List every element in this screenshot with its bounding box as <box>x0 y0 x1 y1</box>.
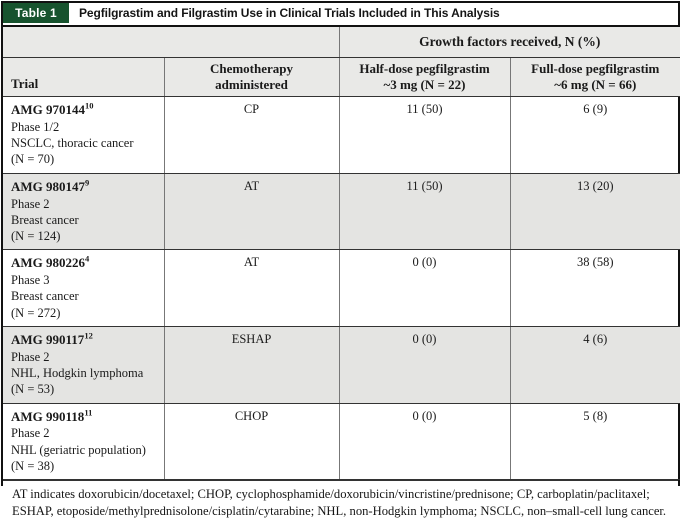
full-dose-cell: 13 (20) <box>509 172 681 251</box>
trial-cell: AMG 99011811 Phase 2 NHL (geriatric popu… <box>3 402 165 481</box>
column-header-half-dose: Half-dose pegfilgrastim ~3 mg (N = 22) <box>338 56 511 97</box>
table-row: AMG 99011712 Phase 2 NHL, Hodgkin lympho… <box>3 325 681 404</box>
table-title-bar: Table 1 Pegfilgrastim and Filgrastim Use… <box>3 3 678 27</box>
chemotherapy-cell: ESHAP <box>163 325 340 404</box>
chemotherapy-cell: CP <box>163 96 340 174</box>
full-dose-cell: 5 (8) <box>509 402 681 481</box>
trial-cell: AMG 99011712 Phase 2 NHL, Hodgkin lympho… <box>3 325 165 404</box>
half-dose-cell: 11 (50) <box>338 172 511 251</box>
trial-description: Phase 2 NHL (geriatric population) (N = … <box>11 426 146 473</box>
chemotherapy-cell: AT <box>163 249 340 327</box>
trial-description: Phase 1/2 NSCLC, thoracic cancer (N = 70… <box>11 119 134 167</box>
trial-name: AMG 9801479 <box>11 177 90 194</box>
half-dose-cell: 0 (0) <box>338 325 511 404</box>
group-header-growth-factors: Growth factors received, N (%) <box>338 27 681 58</box>
full-dose-cell: 4 (6) <box>509 325 681 404</box>
trial-cell: AMG 9802264 Phase 3 Breast cancer (N = 2… <box>3 249 165 327</box>
trial-description: Phase 2 NHL, Hodgkin lymphoma (N = 53) <box>11 349 144 397</box>
trial-name: AMG 9802264 <box>11 253 90 271</box>
table-row: AMG 97014410 Phase 1/2 NSCLC, thoracic c… <box>3 96 681 174</box>
reference-superscript: 11 <box>84 407 93 418</box>
full-dose-cell: 6 (9) <box>509 96 681 174</box>
trial-description: Phase 2 Breast cancer (N = 124) <box>11 196 79 244</box>
reference-superscript: 4 <box>85 253 90 264</box>
trial-name: AMG 97014410 <box>11 100 94 117</box>
chemotherapy-cell: AT <box>163 172 340 251</box>
table-title: Pegfilgrastim and Filgrastim Use in Clin… <box>79 6 500 20</box>
table-number-badge: Table 1 <box>3 3 69 23</box>
reference-superscript: 10 <box>85 100 94 111</box>
reference-superscript: 9 <box>85 177 90 188</box>
header-spacer-cell <box>3 27 340 58</box>
trial-cell: AMG 97014410 Phase 1/2 NSCLC, thoracic c… <box>3 96 165 174</box>
column-header-row: Trial Chemotherapy administered Half-dos… <box>3 56 681 97</box>
half-dose-cell: 0 (0) <box>338 249 511 327</box>
trial-description: Phase 3 Breast cancer (N = 272) <box>11 273 79 320</box>
column-header-trial: Trial <box>3 56 165 97</box>
reference-superscript: 12 <box>84 330 93 341</box>
trial-name: AMG 99011712 <box>11 330 93 347</box>
half-dose-cell: 11 (50) <box>338 96 511 174</box>
trial-name: AMG 99011811 <box>11 407 93 424</box>
trial-cell: AMG 9801479 Phase 2 Breast cancer (N = 1… <box>3 172 165 251</box>
table-row: AMG 9801479 Phase 2 Breast cancer (N = 1… <box>3 172 681 251</box>
chemotherapy-cell: CHOP <box>163 402 340 481</box>
column-header-chemotherapy: Chemotherapy administered <box>163 56 340 97</box>
clinical-trials-table: Growth factors received, N (%) Trial Che… <box>3 27 681 481</box>
table-row: AMG 99011811 Phase 2 NHL (geriatric popu… <box>3 402 681 481</box>
half-dose-cell: 0 (0) <box>338 402 511 481</box>
table-row: AMG 9802264 Phase 3 Breast cancer (N = 2… <box>3 249 681 327</box>
group-header-row: Growth factors received, N (%) <box>3 27 681 58</box>
column-header-full-dose: Full-dose pegfilgrastim ~6 mg (N = 66) <box>509 56 681 97</box>
full-dose-cell: 38 (58) <box>509 249 681 327</box>
